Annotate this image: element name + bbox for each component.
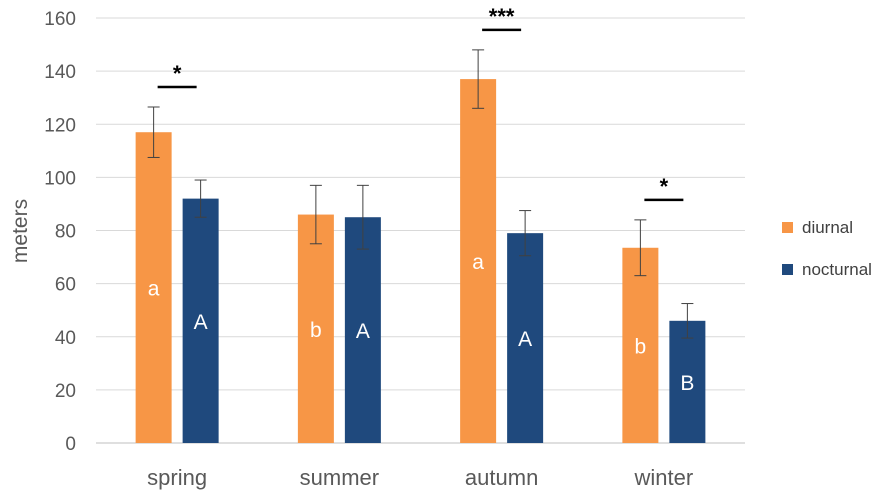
y-tick-label: 160: [44, 9, 76, 30]
bar-diurnal-autumn: [460, 79, 497, 443]
y-tick-label: 20: [55, 381, 76, 402]
y-axis-ticks: 0 20 40 60 80 100 120 140 160: [44, 9, 76, 455]
group-letter: A: [356, 320, 370, 343]
x-axis-categories: spring summer autumn winter: [147, 465, 693, 490]
legend-label-diurnal: diurnal: [802, 218, 853, 237]
y-tick-label: 60: [55, 275, 76, 296]
bars: [135, 79, 706, 443]
bar-nocturnal-spring: [182, 198, 219, 443]
group-letter: A: [518, 328, 532, 351]
bar-nocturnal-autumn: [507, 233, 544, 443]
error-bars: [147, 49, 694, 339]
group-letter: a: [472, 251, 484, 274]
bar-diurnal-summer: [297, 214, 334, 443]
group-letter: a: [148, 278, 160, 301]
significance-label: *: [660, 174, 669, 199]
group-letters: a A b Aa A b B: [148, 251, 695, 395]
x-category-label: summer: [300, 465, 379, 490]
bar-nocturnal-winter: [669, 320, 706, 443]
bar-nocturnal-summer: [344, 217, 381, 443]
bar-diurnal-winter: [622, 247, 659, 443]
x-category-label: spring: [147, 465, 207, 490]
x-category-label: autumn: [465, 465, 538, 490]
group-letter: B: [680, 372, 694, 395]
legend-label-nocturnal: nocturnal: [802, 260, 872, 279]
legend-swatch-nocturnal: [782, 264, 793, 275]
y-tick-label: 120: [44, 115, 76, 136]
y-axis-title: meters: [9, 199, 32, 263]
group-letter: b: [310, 319, 322, 342]
y-tick-label: 40: [55, 328, 76, 349]
y-tick-label: 140: [44, 62, 76, 83]
y-tick-label: 100: [44, 168, 76, 189]
y-tick-label: 80: [55, 222, 76, 243]
bar-diurnal-spring: [135, 132, 172, 443]
significance-label: *: [173, 61, 182, 86]
legend: diurnal nocturnal: [782, 218, 872, 279]
group-letter: b: [635, 335, 647, 358]
significance-label: ***: [489, 4, 515, 29]
legend-swatch-diurnal: [782, 222, 793, 233]
group-letter: A: [194, 311, 208, 334]
x-category-label: winter: [634, 465, 694, 490]
y-tick-label: 0: [65, 434, 76, 455]
significance-markers: *****: [157, 4, 684, 202]
